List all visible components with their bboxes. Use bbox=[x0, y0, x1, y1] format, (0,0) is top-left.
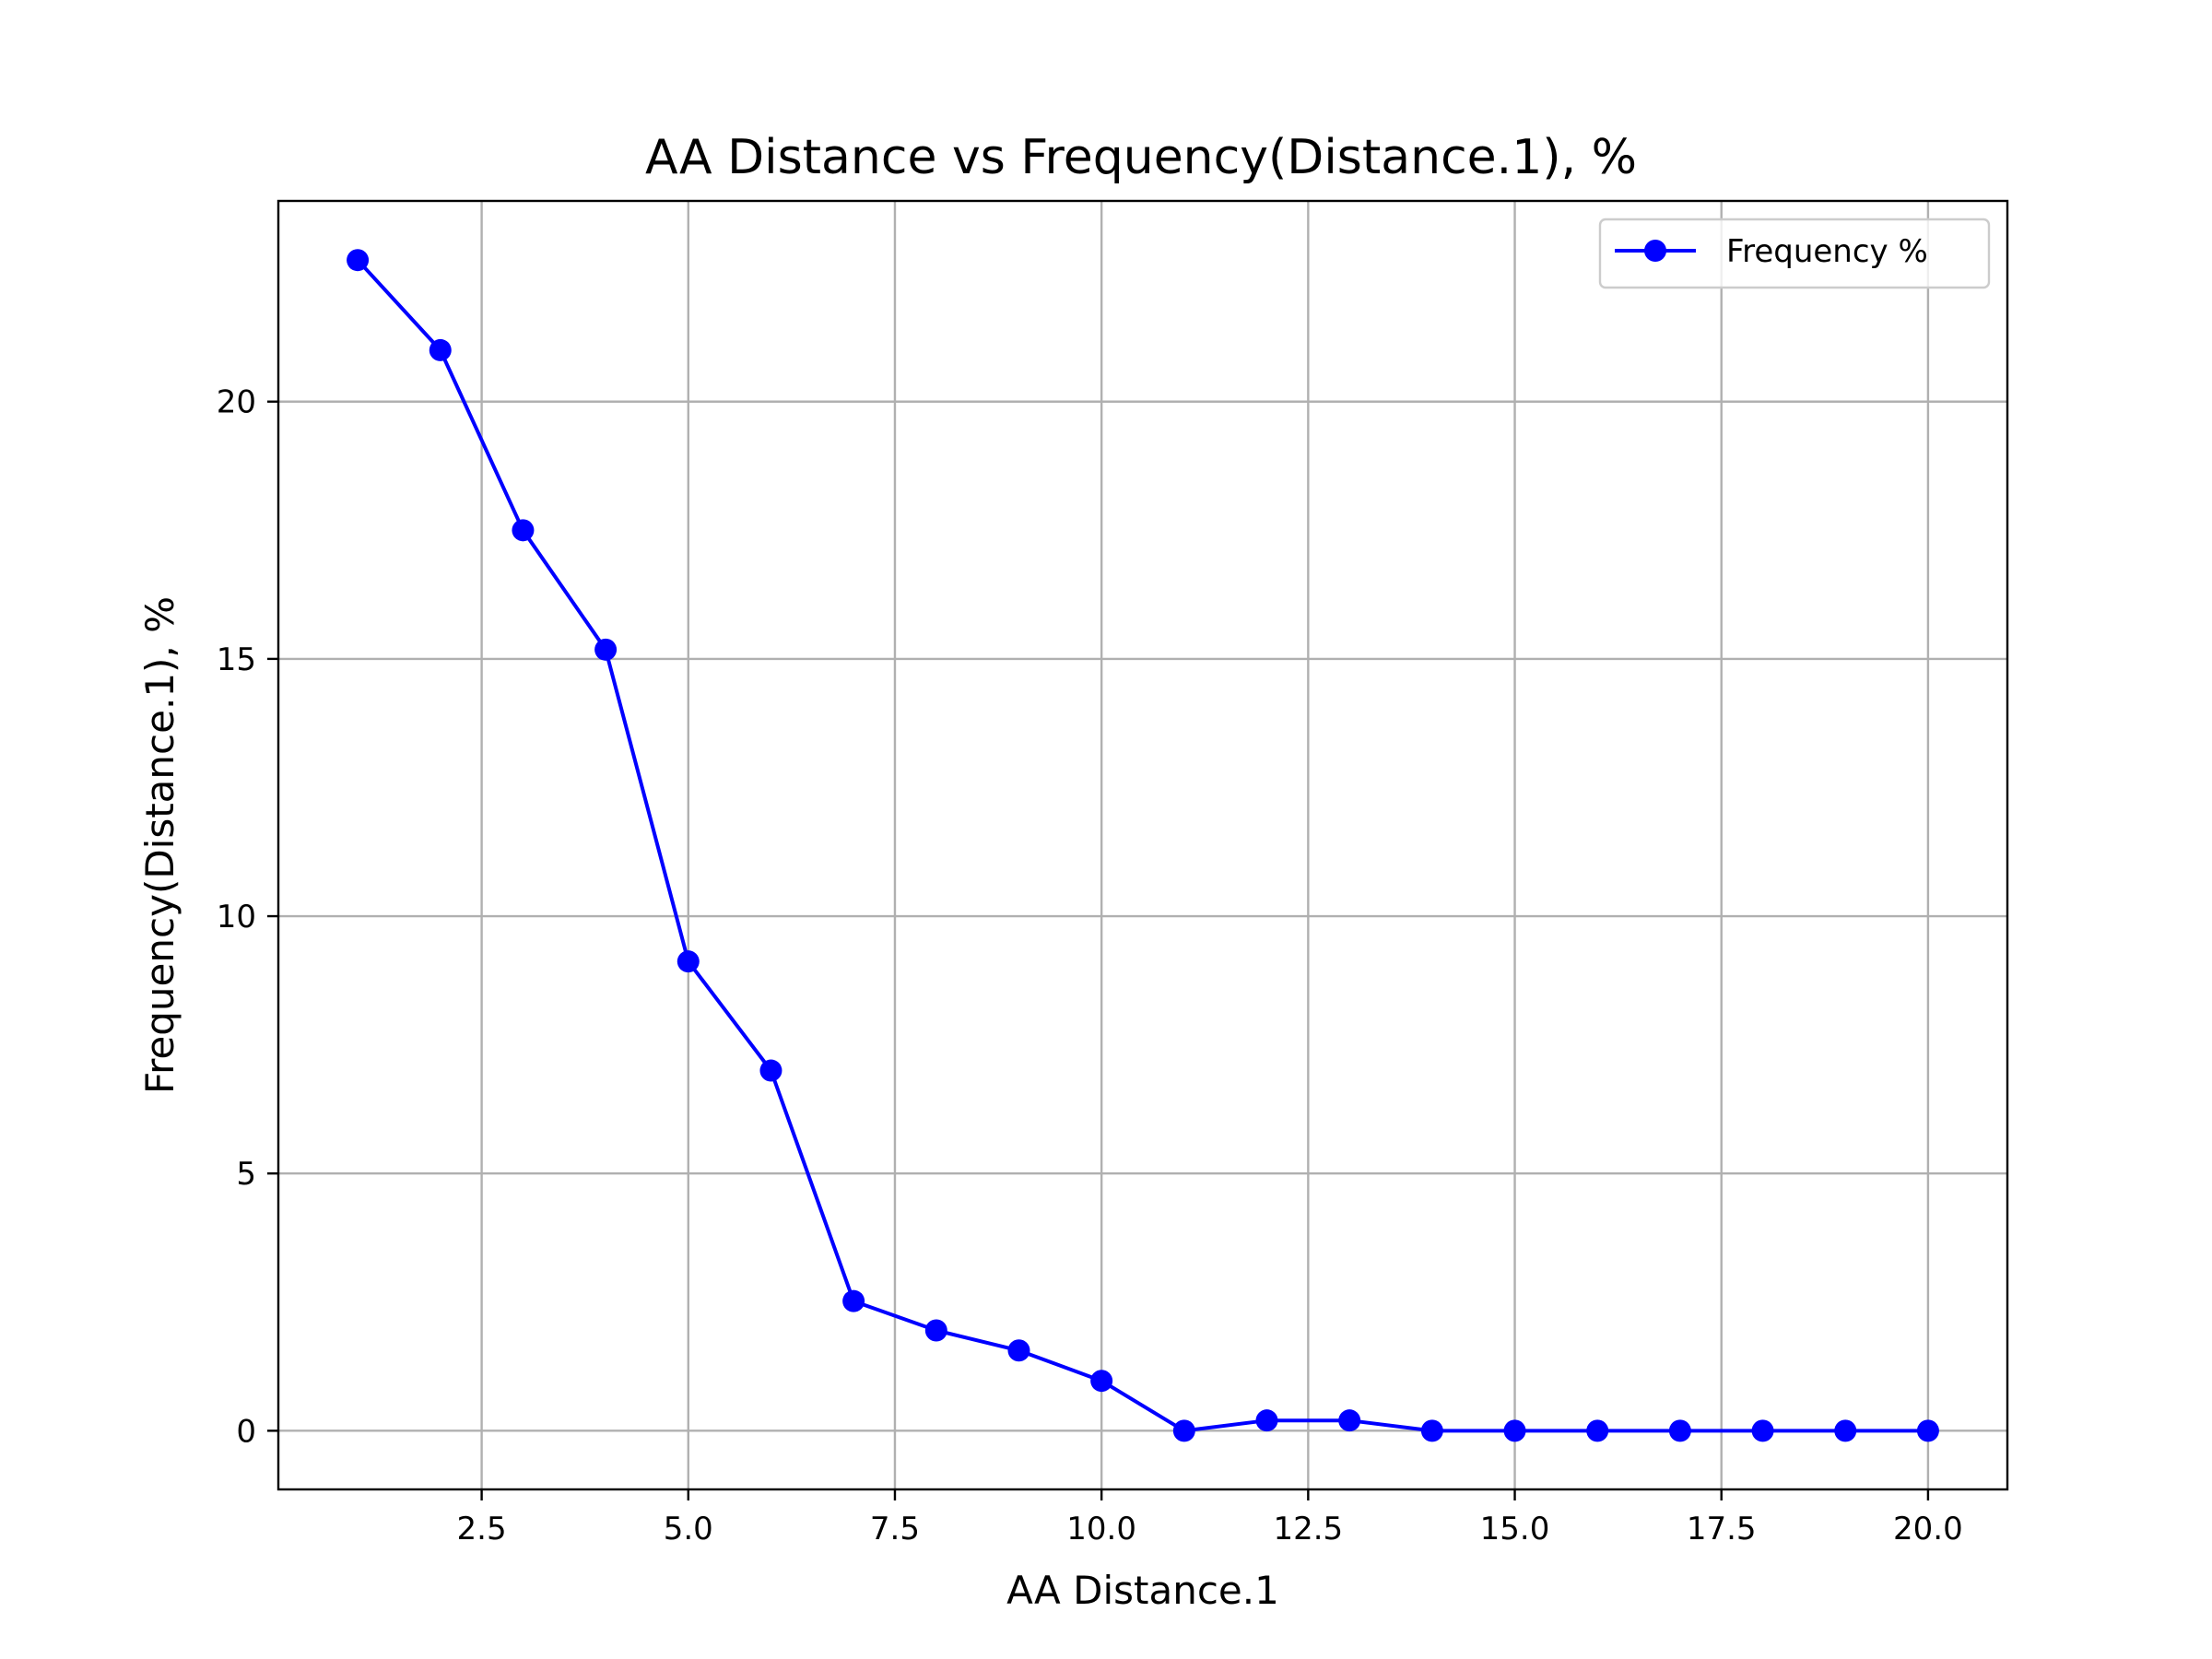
y-tick-label: 10 bbox=[217, 899, 256, 935]
data-point bbox=[429, 338, 452, 361]
data-point bbox=[1751, 1419, 1774, 1442]
data-point bbox=[1172, 1419, 1195, 1442]
data-point bbox=[1834, 1419, 1857, 1442]
x-tick-label: 20.0 bbox=[1893, 1511, 1963, 1547]
legend-frame bbox=[1598, 218, 1991, 289]
y-tick-label: 5 bbox=[236, 1156, 256, 1193]
legend: Frequency % bbox=[1598, 218, 1991, 289]
grid bbox=[278, 201, 2007, 1489]
series-layer bbox=[347, 249, 1939, 1442]
data-point bbox=[1586, 1419, 1609, 1442]
plot-area-frame bbox=[276, 199, 2009, 1491]
y-axis-label: Frequency(Distance.1), % bbox=[137, 596, 182, 1094]
x-tick-label: 2.5 bbox=[457, 1511, 507, 1547]
data-point bbox=[1090, 1370, 1113, 1393]
x-tick-label: 7.5 bbox=[870, 1511, 920, 1547]
x-tick-label: 12.5 bbox=[1273, 1511, 1343, 1547]
chart-title: AA Distance vs Frequency(Distance.1), % bbox=[645, 130, 1637, 185]
data-point bbox=[1668, 1419, 1691, 1442]
data-point bbox=[1338, 1409, 1361, 1432]
data-point bbox=[347, 249, 370, 272]
series-line bbox=[356, 258, 1928, 1433]
data-point bbox=[924, 1319, 947, 1342]
data-point bbox=[1007, 1339, 1030, 1362]
y-tick-label: 15 bbox=[217, 641, 256, 678]
data-point bbox=[759, 1059, 782, 1082]
y-tick-label: 0 bbox=[236, 1413, 256, 1450]
x-tick-label: 5.0 bbox=[664, 1511, 713, 1547]
data-point bbox=[677, 950, 700, 973]
legend-entry-label: Frequency % bbox=[1726, 233, 1928, 270]
x-axis-ticks: 2.5 5.0 7.5 10.0 12.5 15.0 17.5 20.0 bbox=[457, 1489, 1963, 1547]
x-axis-label: AA Distance.1 bbox=[1006, 1568, 1279, 1613]
legend-marker-swatch bbox=[1644, 240, 1666, 262]
data-point bbox=[1503, 1419, 1526, 1442]
x-tick-label: 15.0 bbox=[1480, 1511, 1550, 1547]
x-tick-label: 10.0 bbox=[1066, 1511, 1136, 1547]
data-point bbox=[842, 1289, 865, 1312]
data-point bbox=[1255, 1409, 1278, 1432]
y-tick-label: 20 bbox=[217, 384, 256, 421]
x-tick-label: 17.5 bbox=[1687, 1511, 1757, 1547]
data-point bbox=[512, 519, 535, 542]
data-point bbox=[594, 638, 618, 661]
data-point bbox=[1916, 1419, 1939, 1442]
y-axis-ticks: 0 5 10 15 20 bbox=[217, 384, 278, 1450]
data-point bbox=[1420, 1419, 1443, 1442]
